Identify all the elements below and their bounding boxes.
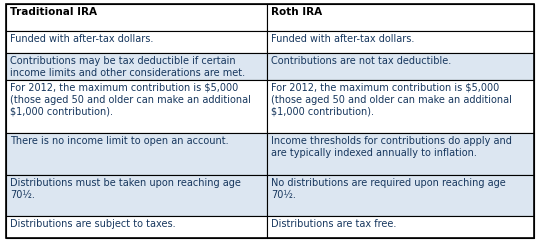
Bar bbox=[6, 31, 267, 53]
Bar bbox=[267, 31, 534, 53]
Bar bbox=[6, 175, 267, 216]
Text: Funded with after-tax dollars.: Funded with after-tax dollars. bbox=[10, 34, 153, 44]
Bar bbox=[267, 4, 534, 31]
Text: For 2012, the maximum contribution is $5,000
(those aged 50 and older can make a: For 2012, the maximum contribution is $5… bbox=[272, 83, 512, 117]
Bar bbox=[6, 80, 267, 133]
Bar bbox=[6, 53, 267, 80]
Text: Roth IRA: Roth IRA bbox=[272, 7, 322, 17]
Text: Distributions are tax free.: Distributions are tax free. bbox=[272, 219, 397, 229]
Bar bbox=[6, 133, 267, 175]
Bar bbox=[267, 133, 534, 175]
Text: For 2012, the maximum contribution is $5,000
(those aged 50 and older can make a: For 2012, the maximum contribution is $5… bbox=[10, 83, 251, 117]
Text: Contributions are not tax deductible.: Contributions are not tax deductible. bbox=[272, 56, 451, 66]
Bar bbox=[6, 4, 267, 31]
Text: There is no income limit to open an account.: There is no income limit to open an acco… bbox=[10, 136, 228, 146]
Text: Funded with after-tax dollars.: Funded with after-tax dollars. bbox=[272, 34, 415, 44]
Text: Contributions may be tax deductible if certain
income limits and other considera: Contributions may be tax deductible if c… bbox=[10, 56, 245, 78]
Bar bbox=[267, 80, 534, 133]
Text: Income thresholds for contributions do apply and
are typically indexed annually : Income thresholds for contributions do a… bbox=[272, 136, 512, 158]
Bar bbox=[267, 175, 534, 216]
Text: Distributions must be taken upon reaching age
70½.: Distributions must be taken upon reachin… bbox=[10, 178, 241, 200]
Text: No distributions are required upon reaching age
70½.: No distributions are required upon reach… bbox=[272, 178, 506, 200]
Bar bbox=[6, 216, 267, 238]
Bar bbox=[267, 216, 534, 238]
Text: Traditional IRA: Traditional IRA bbox=[10, 7, 97, 17]
Bar bbox=[267, 53, 534, 80]
Text: Distributions are subject to taxes.: Distributions are subject to taxes. bbox=[10, 219, 176, 229]
